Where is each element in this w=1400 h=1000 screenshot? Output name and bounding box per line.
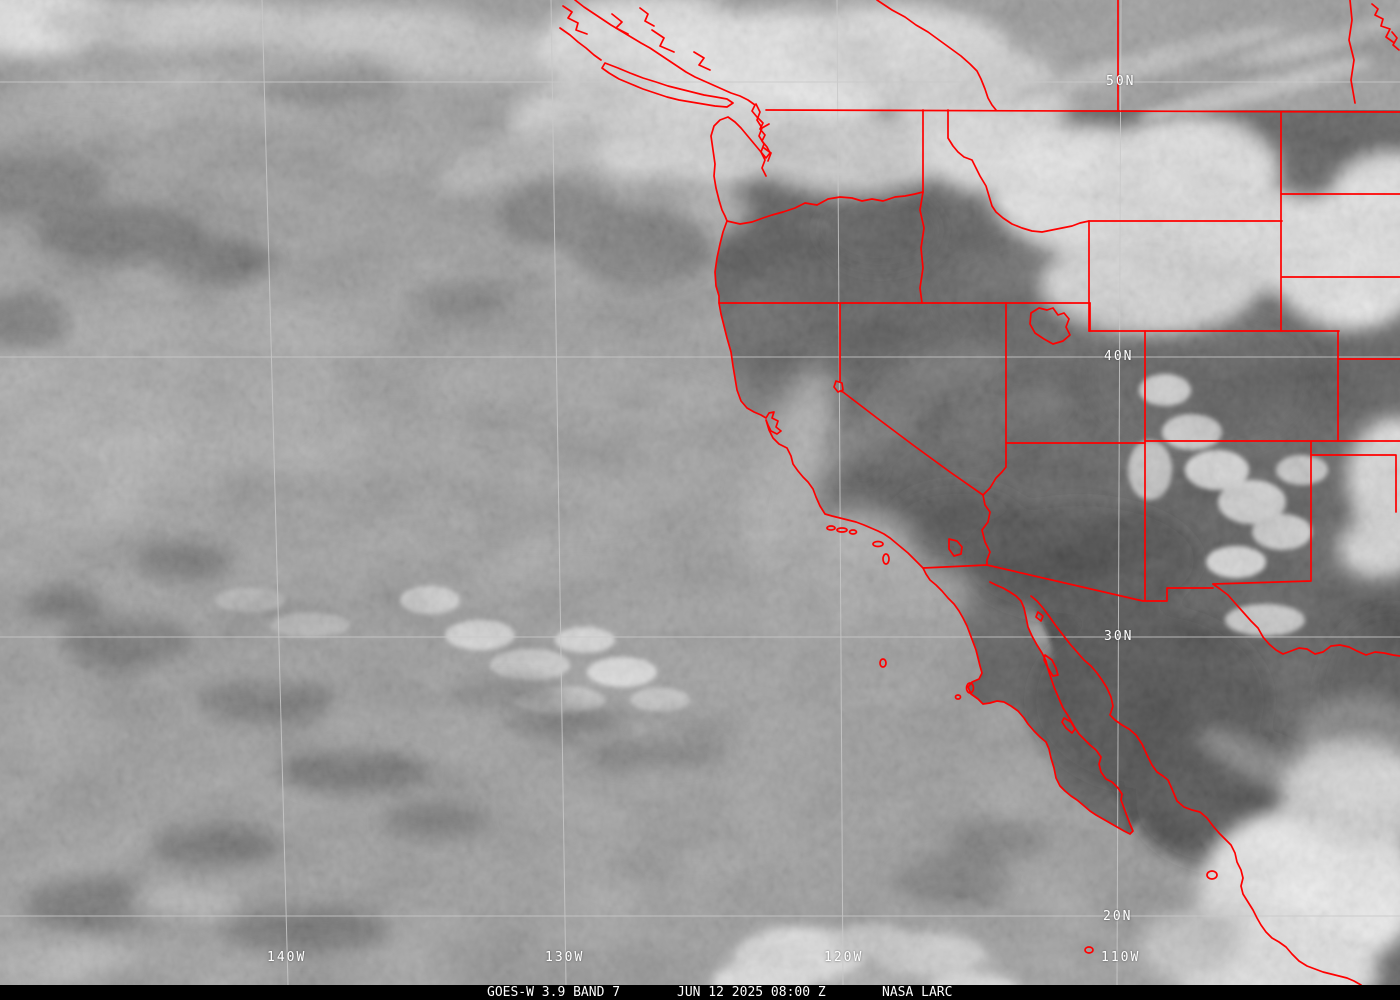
longitude-label-130w: 130W — [545, 950, 585, 965]
latitude-label-20n: 20N — [1103, 909, 1133, 924]
latitude-label-50n: 50N — [1106, 74, 1136, 89]
colorado-river-border — [981, 442, 1007, 566]
gulf-of-california-islands — [1035, 611, 1076, 734]
us-canada-border — [765, 109, 1400, 113]
manitoba-lakes — [1371, 3, 1400, 51]
gridline-130w — [550, 0, 567, 985]
longitude-label-140w: 140W — [267, 950, 307, 965]
caption-product-label: GOES-W 3.9 BAND 7 — [487, 985, 621, 1000]
nm-tx-border — [1212, 440, 1312, 585]
salton-sea — [948, 538, 963, 557]
us-mexico-border — [922, 564, 1214, 602]
gridline-120w — [836, 0, 844, 985]
pacific-mexican-islands — [879, 658, 1218, 954]
gridline-110w — [1116, 0, 1122, 985]
columbia-river-border — [726, 191, 924, 225]
vancouver-island — [601, 62, 734, 108]
longitude-label-120w: 120W — [824, 950, 864, 965]
channel-islands — [826, 525, 890, 565]
or-id-border — [919, 191, 925, 304]
pacific-coastline — [574, 0, 1134, 835]
yellowstone-park — [1029, 307, 1071, 345]
ca-nv-border — [839, 302, 984, 496]
ok-panhandle-border — [1310, 454, 1397, 513]
bc-coast-islands — [559, 5, 711, 71]
lake-tahoe — [833, 380, 844, 393]
caption-bar: GOES-W 3.9 BAND 7 JUN 12 2025 08:00 Z NA… — [0, 985, 1400, 1000]
sk-mb-border — [1348, 0, 1356, 104]
gridline-140w — [261, 0, 289, 985]
longitude-label-110w: 110W — [1101, 950, 1141, 965]
bc-ab-border — [876, 0, 997, 111]
latitude-label-30n: 30N — [1104, 629, 1134, 644]
map-boundaries-overlay — [559, 0, 1400, 985]
caption-timestamp-label: JUN 12 2025 08:00 Z — [677, 985, 826, 1000]
latitude-label-40n: 40N — [1104, 349, 1134, 364]
id-mt-border — [947, 109, 1090, 233]
puget-sound — [755, 103, 772, 177]
rio-grande-border — [1212, 583, 1400, 657]
caption-credit-label: NASA LARC — [882, 985, 953, 1000]
mexico-mainland-coast — [1030, 595, 1362, 985]
